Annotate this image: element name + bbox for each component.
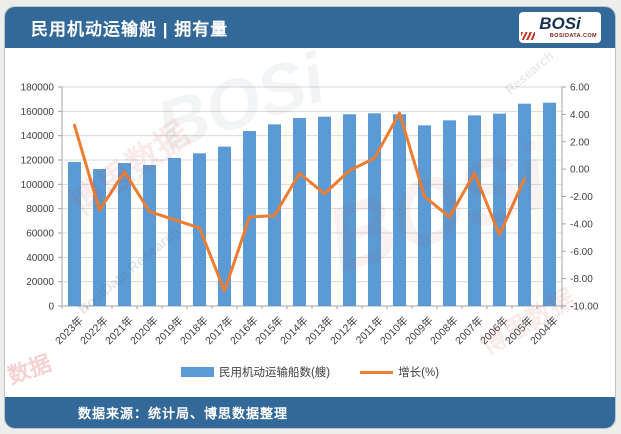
right-axis-label: 4.00 — [570, 110, 590, 121]
bar-2006年 — [493, 113, 506, 307]
legend-label-growth: 增长(%) — [398, 367, 440, 379]
left-axis-label: 20000 — [26, 277, 54, 288]
bar-2021年 — [118, 163, 131, 306]
bar-2023年 — [68, 161, 81, 306]
right-axis-label: -4.00 — [570, 219, 593, 230]
bar-2017年 — [218, 146, 231, 306]
legend-item-growth: 增长(%) — [360, 364, 439, 380]
left-axis-label: 160000 — [21, 107, 55, 118]
bar-2012年 — [343, 114, 356, 307]
bar-2004年 — [543, 102, 556, 306]
header-bar: 民用机动运输船 | 拥有量 BOSi BOSIDATA.COM — [5, 7, 615, 48]
legend-line-swatch — [360, 370, 394, 374]
bar-2010年 — [393, 114, 406, 307]
right-axis-label: -8.00 — [570, 274, 593, 285]
right-axis-label: 0.00 — [570, 165, 590, 176]
legend-label-ships: 民用机动运输船数(艘) — [218, 367, 331, 379]
right-axis-label: -10.00 — [570, 302, 599, 313]
bar-2009年 — [418, 125, 431, 306]
right-axis-label: -6.00 — [570, 247, 593, 258]
data-source-text: 数据来源：统计局、博思数据整理 — [78, 406, 289, 421]
logo-text: BOSi — [539, 14, 581, 34]
chart-card: 民用机动运输船 | 拥有量 BOSi BOSIDATA.COM 0 20000 40… — [5, 7, 615, 428]
logo-stripes-icon — [521, 32, 535, 40]
legend-bar-swatch — [180, 367, 214, 377]
bar-2008年 — [443, 120, 456, 306]
x-axis-label: 2004年 — [527, 314, 560, 347]
left-axis-label: 100000 — [21, 180, 55, 191]
growth-line — [73, 111, 526, 293]
x-axis-label: 2012年 — [327, 314, 360, 347]
chart-area: 0 20000 40000 60000 80000 100000 120000 140000 1… — [5, 48, 615, 397]
right-axis-label: 6.00 — [570, 83, 590, 94]
left-axis-label: 180000 — [21, 83, 55, 94]
bar-2007年 — [468, 115, 481, 307]
left-axis-label: 60000 — [26, 229, 54, 240]
right-axis-label: -2.00 — [570, 192, 593, 203]
bar-2011年 — [368, 113, 381, 306]
legend-item-ships: 民用机动运输船数(艘) — [180, 364, 331, 380]
left-axis-label: 120000 — [21, 156, 55, 167]
left-axis-label: 40000 — [26, 253, 54, 264]
bar-2014年 — [293, 118, 306, 307]
logo-subtext: BOSIDATA.COM — [549, 33, 597, 40]
left-axis-label: 0 — [48, 302, 54, 313]
chart-svg: 0 20000 40000 60000 80000 100000 120000 140000 1… — [21, 83, 599, 348]
bar-2013年 — [318, 116, 331, 306]
chart-legend: 民用机动运输船数(艘) 增长(%) — [5, 364, 615, 380]
bar-2019年 — [168, 157, 181, 306]
bosi-logo: BOSi BOSIDATA.COM — [519, 12, 601, 43]
footer-bar: 数据来源：统计局、博思数据整理 — [5, 397, 615, 428]
left-axis-label: 80000 — [26, 204, 54, 215]
page-title: 民用机动运输船 | 拥有量 — [31, 20, 229, 39]
right-axis-label: 2.00 — [570, 137, 590, 148]
bar-2005年 — [518, 103, 531, 306]
left-axis-label: 140000 — [21, 131, 55, 142]
bar-2020年 — [143, 164, 156, 306]
